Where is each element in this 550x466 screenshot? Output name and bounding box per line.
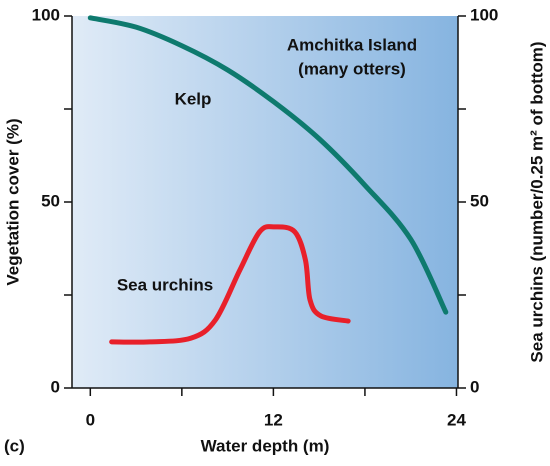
series-line — [87, 15, 449, 315]
y-axis-label: Vegetation cover (%) — [3, 118, 22, 285]
x-axis-label: Water depth (m) — [201, 436, 330, 455]
annotation: Amchitka Island — [287, 35, 417, 54]
y2-axis-label: Sea urchins (number/0.25 m² of bottom) — [527, 41, 546, 362]
y-tick-label: 0 — [51, 377, 60, 396]
y-tick-label: 0 — [470, 377, 479, 396]
panel-label: (c) — [4, 436, 25, 455]
x-tick-label: 12 — [264, 410, 283, 429]
annotation: (many otters) — [298, 59, 406, 78]
y-tick-label: 50 — [41, 191, 60, 210]
y-tick-label: 100 — [470, 5, 498, 24]
x-tick-label: 0 — [86, 410, 95, 429]
y-tick-label: 100 — [32, 5, 60, 24]
x-tick-label: 24 — [447, 410, 466, 429]
series-label: Kelp — [175, 89, 212, 108]
series-label: Sea urchins — [117, 275, 213, 294]
y-tick-label: 50 — [470, 191, 489, 210]
plot-area — [72, 16, 458, 388]
series-line — [109, 224, 351, 345]
